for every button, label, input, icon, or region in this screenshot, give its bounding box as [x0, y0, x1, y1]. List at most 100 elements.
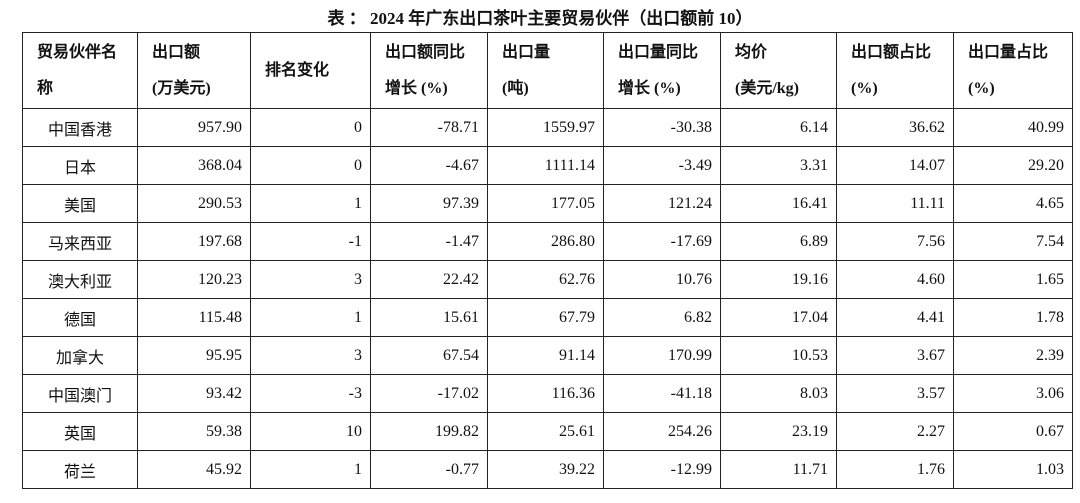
cell-value: 45.92	[137, 450, 251, 489]
table-row: 马来西亚 197.68 -1 -1.47 286.80 -17.69 6.89 7.56 7.5…	[22, 222, 1073, 261]
partner-name: 中国澳门	[22, 374, 138, 413]
header-line: (%)	[851, 79, 878, 97]
partner-name: 荷兰	[22, 450, 138, 489]
cell-value: 6.14	[720, 108, 837, 147]
cell-value: 286.80	[487, 222, 604, 261]
cell-value: 67.79	[487, 298, 604, 337]
cell-value: 3	[250, 260, 371, 299]
cell-value: 3.57	[836, 374, 954, 413]
column-header: 出口量 (吨)	[487, 32, 604, 109]
column-header: 出口额 (万美元)	[137, 32, 251, 109]
cell-value: 199.82	[370, 412, 488, 451]
table-row: 德国 115.48 1 15.61 67.79 6.82 17.04 4.41 1.78	[22, 298, 1073, 337]
header-line: 称	[37, 79, 54, 97]
header-line: 排名变化	[265, 61, 330, 79]
header-line: 出口额占比	[851, 43, 932, 61]
cell-value: -1.47	[370, 222, 488, 261]
cell-value: 0.67	[953, 412, 1073, 451]
cell-value: 116.36	[487, 374, 604, 413]
header-line: 增长 (%)	[385, 79, 448, 97]
header-line: 出口额同比	[385, 43, 466, 61]
cell-value: 115.48	[137, 298, 251, 337]
cell-value: 2.27	[836, 412, 954, 451]
table-body: 中国香港 957.90 0 -78.71 1559.97 -30.38 6.14 36.62 4…	[22, 108, 1073, 489]
cell-value: 4.60	[836, 260, 954, 299]
header-line: 出口量同比	[618, 43, 699, 61]
cell-value: 25.61	[487, 412, 604, 451]
cell-value: 59.38	[137, 412, 251, 451]
cell-value: 4.65	[953, 184, 1073, 223]
cell-value: 10	[250, 412, 371, 451]
header-line: 出口量占比	[968, 43, 1049, 61]
cell-value: 11.11	[836, 184, 954, 223]
header-line: 贸易伙伴名	[37, 43, 118, 61]
cell-value: 3.67	[836, 336, 954, 375]
column-header: 出口额占比 (%)	[836, 32, 954, 109]
cell-value: 91.14	[487, 336, 604, 375]
cell-value: 1.03	[953, 450, 1073, 489]
column-header: 贸易伙伴名称	[22, 32, 138, 109]
cell-value: 197.68	[137, 222, 251, 261]
table-row: 中国香港 957.90 0 -78.71 1559.97 -30.38 6.14 36.62 4…	[22, 108, 1073, 147]
cell-value: -30.38	[603, 108, 721, 147]
cell-value: 1	[250, 298, 371, 337]
cell-value: 97.39	[370, 184, 488, 223]
cell-value: 62.76	[487, 260, 604, 299]
cell-value: -1	[250, 222, 371, 261]
header-row: 贸易伙伴名称出口额 (万美元) 排名变化 出口额同比 增长 (%) 出口量 (吨) 出口量同比…	[22, 32, 1073, 109]
partner-name: 澳大利亚	[22, 260, 138, 299]
cell-value: 177.05	[487, 184, 604, 223]
cell-value: -41.18	[603, 374, 721, 413]
cell-value: 0	[250, 108, 371, 147]
cell-value: 290.53	[137, 184, 251, 223]
cell-value: 1.78	[953, 298, 1073, 337]
header-line: (万美元)	[152, 79, 211, 97]
cell-value: 67.54	[370, 336, 488, 375]
partner-name: 马来西亚	[22, 222, 138, 261]
table-row: 日本 368.04 0 -4.67 1111.14 -3.49 3.31 14.07 29.20	[22, 146, 1073, 185]
column-header: 出口量占比 (%)	[953, 32, 1073, 109]
table-row: 美国 290.53 1 97.39 177.05 121.24 16.41 11.11 4.65	[22, 184, 1073, 223]
cell-value: 957.90	[137, 108, 251, 147]
cell-value: 368.04	[137, 146, 251, 185]
cell-value: 40.99	[953, 108, 1073, 147]
cell-value: 6.89	[720, 222, 837, 261]
cell-value: 120.23	[137, 260, 251, 299]
column-header: 出口额同比增长 (%)	[370, 32, 488, 109]
cell-value: 39.22	[487, 450, 604, 489]
cell-value: 11.71	[720, 450, 837, 489]
partner-name: 日本	[22, 146, 138, 185]
cell-value: 170.99	[603, 336, 721, 375]
partner-name: 英国	[22, 412, 138, 451]
cell-value: -0.77	[370, 450, 488, 489]
cell-value: 3.06	[953, 374, 1073, 413]
cell-value: 7.54	[953, 222, 1073, 261]
cell-value: 1	[250, 450, 371, 489]
table-row: 荷兰 45.92 1 -0.77 39.22 -12.99 11.71 1.76 1.03	[22, 450, 1073, 489]
cell-value: -17.02	[370, 374, 488, 413]
cell-value: 10.76	[603, 260, 721, 299]
cell-value: 1.76	[836, 450, 954, 489]
cell-value: -3.49	[603, 146, 721, 185]
header-line: (吨)	[502, 79, 529, 97]
header-line: 出口额	[152, 43, 201, 61]
header-line: 均价	[735, 43, 768, 61]
cell-value: -17.69	[603, 222, 721, 261]
cell-value: -12.99	[603, 450, 721, 489]
cell-value: -4.67	[370, 146, 488, 185]
cell-value: 29.20	[953, 146, 1073, 185]
cell-value: 14.07	[836, 146, 954, 185]
table-row: 澳大利亚 120.23 3 22.42 62.76 10.76 19.16 4.60 1.65	[22, 260, 1073, 299]
cell-value: 8.03	[720, 374, 837, 413]
partner-name: 中国香港	[22, 108, 138, 147]
cell-value: 1	[250, 184, 371, 223]
cell-value: 95.95	[137, 336, 251, 375]
cell-value: 15.61	[370, 298, 488, 337]
table-row: 加拿大 95.95 3 67.54 91.14 170.99 10.53 3.67 2.39	[22, 336, 1073, 375]
cell-value: 7.56	[836, 222, 954, 261]
cell-value: 19.16	[720, 260, 837, 299]
table-row: 英国 59.38 10 199.82 25.61 254.26 23.19 2.27 0.67	[22, 412, 1073, 451]
table-row: 中国澳门 93.42 -3 -17.02 116.36 -41.18 8.03 3.57 3.0…	[22, 374, 1073, 413]
cell-value: 2.39	[953, 336, 1073, 375]
